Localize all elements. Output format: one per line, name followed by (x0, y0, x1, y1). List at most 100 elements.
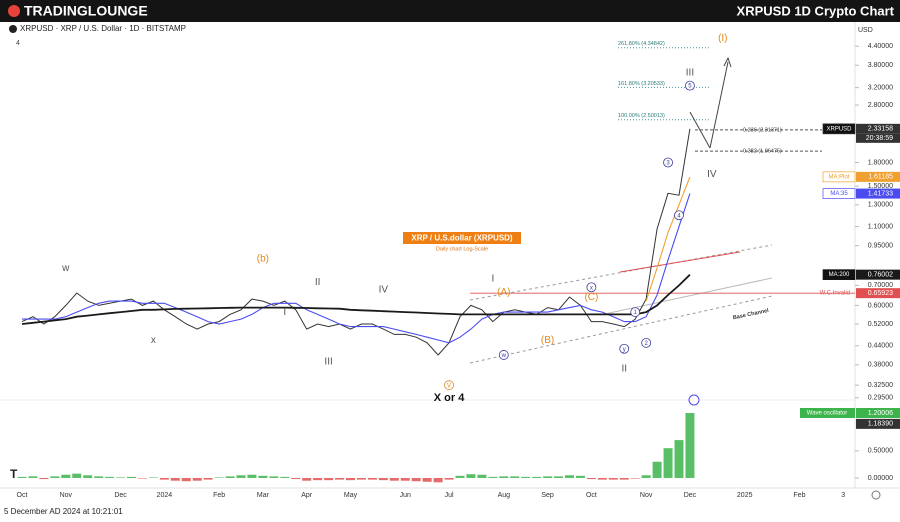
x-tick-label: Oct (17, 492, 28, 499)
y-tick-label: 2.80000 (868, 102, 893, 109)
value-name-box (822, 123, 856, 135)
x-tick-label: Feb (213, 492, 225, 499)
brand-logo (8, 5, 20, 17)
bar (367, 477, 377, 480)
invalidation-value: 0.65923 (868, 290, 893, 297)
value-name-box (822, 188, 856, 199)
bar (50, 476, 60, 478)
y-tick-label: 0.00000 (868, 475, 893, 482)
y-tick-label: 4.40000 (868, 43, 893, 50)
series-line (22, 193, 691, 344)
series-line (21, 128, 691, 356)
value-label: 1.20006 (868, 410, 893, 417)
x-tick-label: Feb (793, 492, 805, 499)
value-label: 1.41733 (868, 190, 893, 197)
projection-arrow (723, 56, 732, 68)
bar (247, 474, 257, 478)
bar (324, 477, 334, 481)
bar (554, 476, 564, 478)
wave-label: II (315, 277, 321, 288)
y-tick-label: 1.80000 (868, 159, 893, 166)
oscillator-icon (688, 394, 700, 406)
trend-line (619, 251, 741, 273)
bar (586, 477, 596, 480)
projection-line (709, 61, 729, 149)
bar (597, 477, 607, 480)
bar (137, 477, 147, 479)
annotation-subtitle: Daily chart Log-Scale (436, 246, 488, 252)
wave-label: III (324, 357, 332, 368)
annotation-box (403, 232, 521, 244)
x-tick-label: Oct (586, 492, 597, 499)
invalidation-box (856, 288, 900, 299)
signal-box (856, 418, 900, 429)
bar (105, 476, 115, 478)
indicator-count: 4 (16, 40, 20, 47)
bar (258, 475, 268, 478)
symbol-line: XRPUSD · XRP / U.S. Dollar · 1D · BITSTA… (20, 24, 186, 33)
wave-label: x (590, 285, 593, 291)
bar (335, 477, 345, 480)
wave-label: w (61, 263, 70, 274)
wave-circle (619, 343, 630, 354)
bar (619, 477, 629, 480)
wave-label: y (623, 347, 626, 353)
bar (477, 474, 487, 478)
bar (521, 476, 531, 478)
y-tick-label: 1.30000 (868, 202, 893, 209)
brand: TRADINGLOUNGE (24, 3, 148, 19)
header-title: XRPUSD 1D Crypto Chart (737, 3, 895, 18)
symbol-icon (9, 25, 17, 33)
wave-label: (B) (541, 335, 554, 346)
x-tick-label: May (344, 492, 358, 499)
bar (236, 475, 246, 478)
x-tick-label: Nov (60, 492, 73, 499)
bar (302, 477, 312, 481)
wave-label: 5 (688, 84, 692, 90)
tv-logo: T (10, 467, 18, 481)
currency: USD (858, 27, 873, 34)
annotation-title: XRP / U.S.dollar (XRPUSD) (411, 234, 513, 243)
bar (433, 477, 443, 483)
bar (510, 476, 520, 478)
value-name-box (822, 171, 856, 183)
wave-circle (586, 282, 597, 293)
x-tick-label: Dec (684, 492, 697, 499)
bar (466, 474, 476, 478)
bar (444, 477, 454, 480)
fib-label: 161.80% (3.20533) (618, 81, 665, 87)
y-tick-label: 0.50000 (868, 448, 893, 455)
wave-circle (641, 337, 652, 348)
bar (225, 476, 235, 478)
x-tick-label: Aug (498, 492, 511, 499)
bar (641, 475, 651, 478)
value-name: Wave oscillator (807, 411, 847, 417)
wave-label: I (491, 273, 494, 284)
value-box (856, 171, 900, 182)
value-label: 2.33158 (868, 126, 893, 133)
y-tick-label: 0.29500 (868, 395, 893, 402)
value-box (856, 188, 900, 199)
fib-label: 100.00% (2.50013) (618, 113, 665, 119)
signal-label: 1.18390 (868, 421, 893, 428)
bar (663, 448, 673, 478)
bar (565, 475, 574, 478)
y-tick-label: 0.60000 (868, 302, 893, 309)
invalidation-name: W.C.Invalid (820, 291, 850, 297)
x-tick-label: 2025 (737, 492, 753, 499)
x-tick-label: Mar (257, 492, 270, 499)
y-tick-label: 0.44000 (868, 343, 893, 350)
wave-label: (b) (257, 254, 269, 265)
wave-label: II (621, 363, 627, 374)
bar (313, 477, 323, 481)
wave-circle (663, 157, 673, 168)
bar (608, 477, 618, 480)
bar (269, 476, 279, 478)
wave-label: IV (379, 284, 389, 295)
channel-label: Base Channel (732, 308, 769, 322)
bar (455, 475, 465, 478)
value-name: MA:Plot (828, 174, 849, 180)
value-name: MA:35 (830, 191, 848, 197)
